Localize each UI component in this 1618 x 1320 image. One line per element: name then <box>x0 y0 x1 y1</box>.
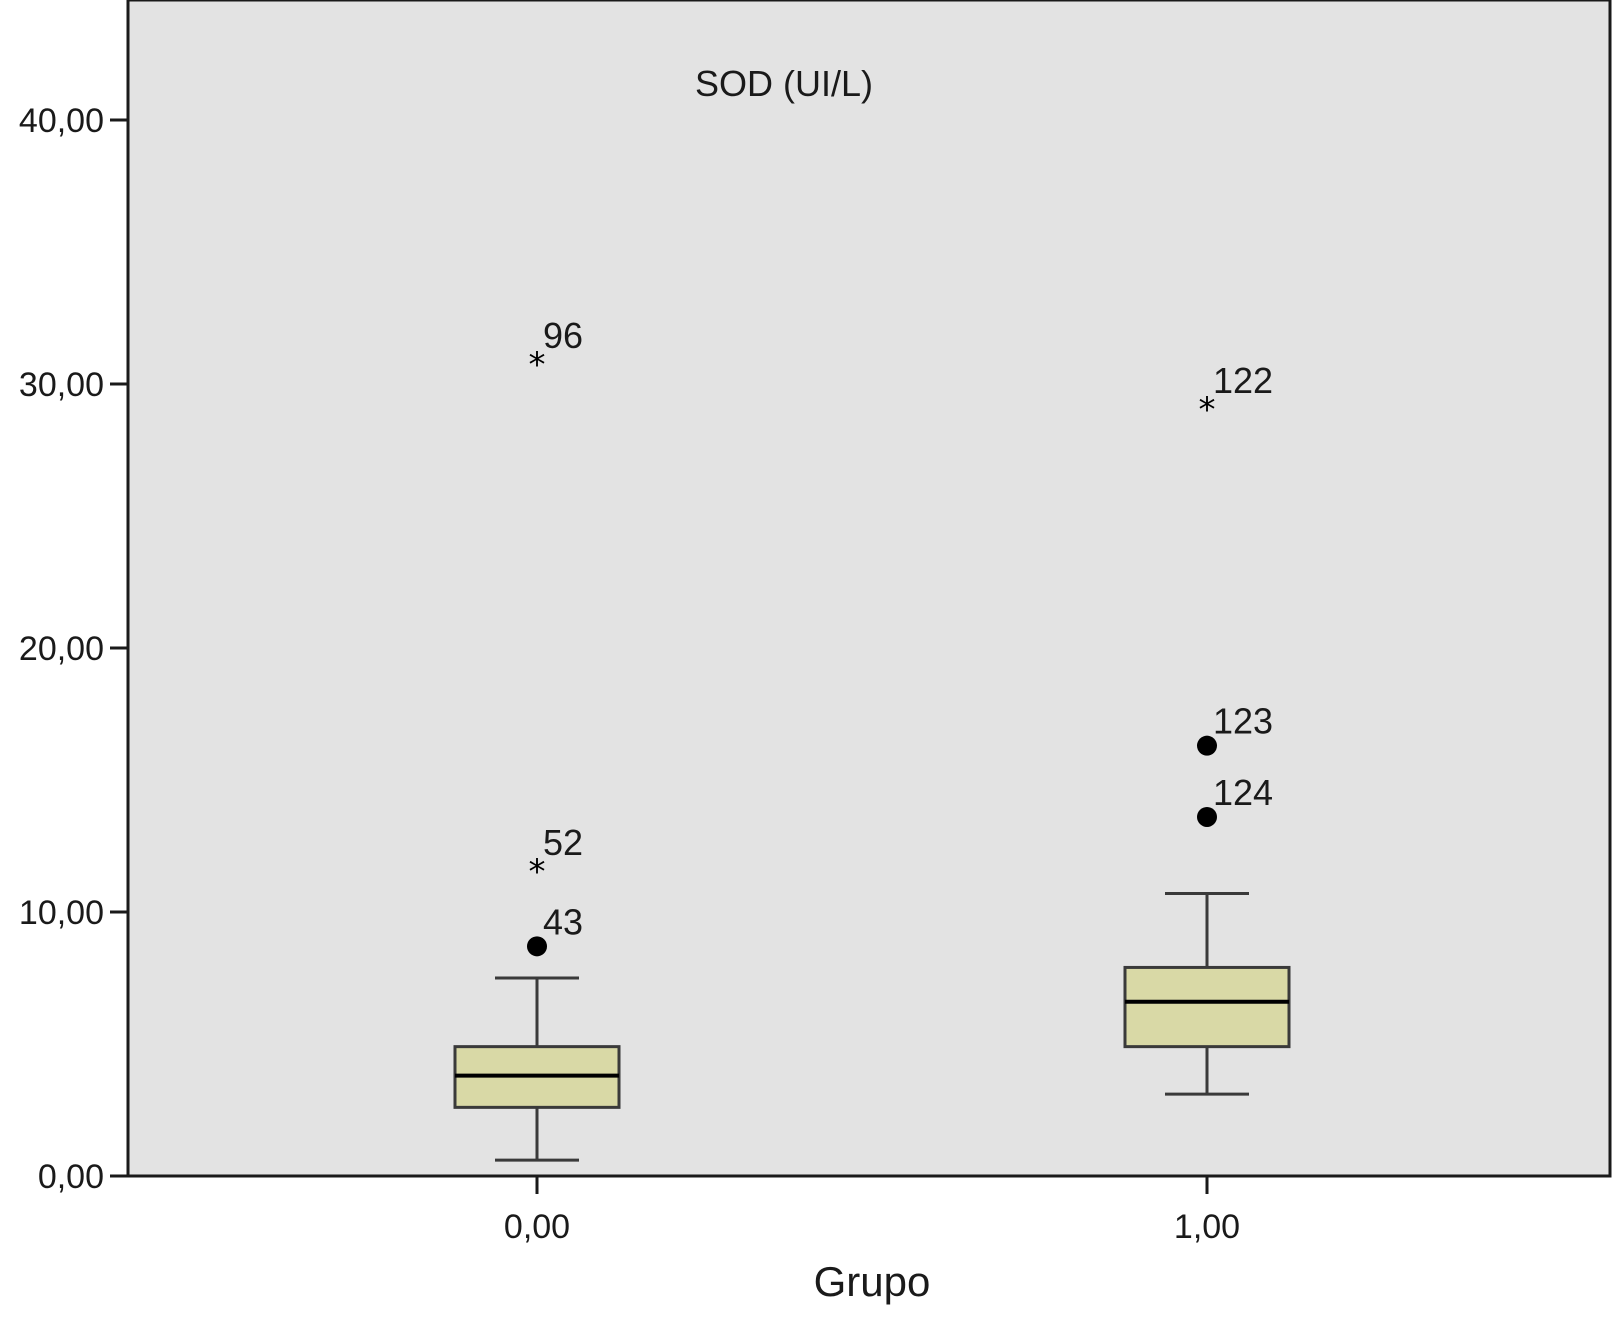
y-tick-label: 0,00 <box>38 1158 104 1196</box>
box-iqr <box>1123 965 1291 1049</box>
y-tick-label: 10,00 <box>19 894 104 932</box>
y-tick-label: 40,00 <box>19 102 104 140</box>
outlier-label: 96 <box>543 315 583 356</box>
x-tick-label: 1,00 <box>1174 1208 1240 1246</box>
y-tick-label: 20,00 <box>19 630 104 668</box>
outlier-circle-marker <box>527 936 547 957</box>
box-group: 43*52*96 <box>453 315 621 1162</box>
outlier-label: 124 <box>1213 772 1273 813</box>
outlier-star-marker: * <box>529 345 546 385</box>
outlier-star-marker: * <box>1199 390 1216 430</box>
outlier-label: 43 <box>543 901 583 942</box>
plot-area <box>126 0 1612 1178</box>
x-axis: 0,00 1,00 <box>504 1176 1240 1246</box>
x-axis-title: Grupo <box>814 1258 931 1305</box>
outlier-label: 52 <box>543 822 583 863</box>
chart-title: SOD (UI/L) <box>695 63 873 104</box>
outlier-circle-marker <box>1197 806 1217 827</box>
x-tick-label: 0,00 <box>504 1208 570 1246</box>
y-axis: 0,00 10,00 20,00 30,00 40,00 <box>19 102 128 1196</box>
outlier-label: 123 <box>1213 701 1273 742</box>
outlier-label: 122 <box>1213 360 1273 401</box>
y-tick-label: 30,00 <box>19 366 104 404</box>
outlier-star-marker: * <box>529 852 546 892</box>
box-group: 124 123 *122 <box>1123 360 1291 1096</box>
outlier-circle-marker <box>1197 735 1217 756</box>
